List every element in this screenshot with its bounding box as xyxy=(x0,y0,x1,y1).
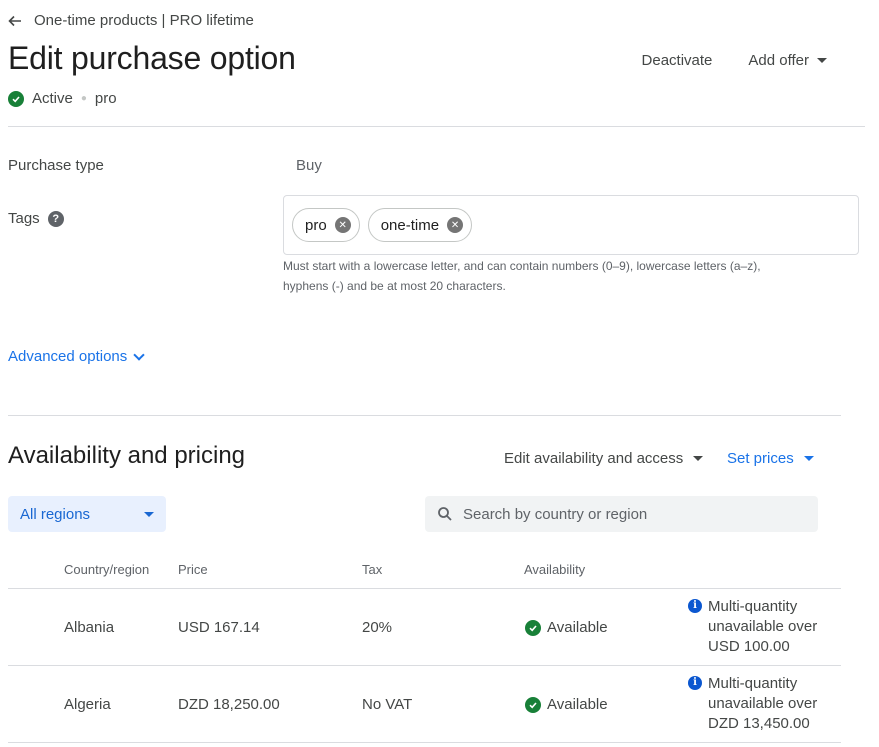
note-line: unavailable over xyxy=(708,695,818,712)
tags-helper-line: Must start with a lowercase letter, and … xyxy=(283,259,761,273)
cell-availability: Available xyxy=(525,696,608,713)
tags-label-text: Tags xyxy=(8,210,40,227)
note-line: DZD 13,450.00 xyxy=(708,715,810,732)
cell-price: DZD 18,250.00 xyxy=(178,696,280,713)
available-check-icon xyxy=(525,696,541,713)
availability-text: Available xyxy=(547,619,608,636)
advanced-options-toggle[interactable]: Advanced options xyxy=(8,348,145,365)
chevron-down-icon xyxy=(133,348,145,361)
country-search-box[interactable] xyxy=(425,496,818,532)
column-header-availability: Availability xyxy=(524,562,586,577)
tags-input[interactable]: pro ✕ one-time ✕ xyxy=(283,195,859,255)
caret-down-icon xyxy=(803,456,814,461)
cell-availability: Available xyxy=(525,619,608,636)
status-row: Active ● pro xyxy=(8,90,117,107)
cell-country: Algeria xyxy=(64,696,111,713)
tag-chip-label: one-time xyxy=(380,216,440,234)
remove-tag-icon[interactable]: ✕ xyxy=(447,217,464,233)
breadcrumb[interactable]: One-time products | PRO lifetime xyxy=(8,12,254,29)
add-offer-button[interactable]: Add offer xyxy=(748,52,827,69)
tags-helper-text: Must start with a lowercase letter, and … xyxy=(283,256,843,296)
purchase-type-label-text: Purchase type xyxy=(8,157,104,174)
advanced-options-label: Advanced options xyxy=(8,348,128,365)
caret-down-icon xyxy=(693,456,704,461)
set-prices-label: Set prices xyxy=(727,450,794,467)
country-search-input[interactable] xyxy=(463,505,793,523)
help-icon[interactable]: ? xyxy=(47,210,64,227)
purchase-type-value: Buy xyxy=(296,157,322,174)
info-icon[interactable]: i xyxy=(688,599,702,613)
caret-down-icon xyxy=(817,58,827,63)
edit-availability-button[interactable]: Edit availability and access xyxy=(504,450,704,467)
caret-down-icon xyxy=(144,511,154,517)
table-row-divider xyxy=(8,665,841,666)
cell-country: Albania xyxy=(64,619,115,636)
availability-text: Available xyxy=(547,696,608,713)
section-divider xyxy=(8,415,841,416)
status-text: Active xyxy=(32,90,73,107)
cell-note: i Multi-quantity unavailable over USD 10… xyxy=(688,597,848,657)
tags-helper-line: hyphens (-) and be at most 20 characters… xyxy=(283,279,506,293)
cell-price: USD 167.14 xyxy=(178,619,260,636)
tag-chip: pro ✕ xyxy=(292,208,360,242)
page-title: Edit purchase option xyxy=(8,40,296,76)
note-line: USD 100.00 xyxy=(708,638,790,655)
edit-availability-label: Edit availability and access xyxy=(504,450,684,467)
header-divider xyxy=(8,126,865,127)
column-header-tax: Tax xyxy=(362,562,383,577)
tag-chip: one-time ✕ xyxy=(367,208,473,242)
add-offer-label: Add offer xyxy=(748,52,809,69)
status-separator: ● xyxy=(80,93,87,104)
search-icon xyxy=(438,507,452,521)
column-header-price: Price xyxy=(178,562,208,577)
option-id: pro xyxy=(94,90,117,107)
region-filter-select[interactable]: All regions xyxy=(8,496,166,532)
region-filter-value: All regions xyxy=(20,505,91,523)
tag-chip-label: pro xyxy=(305,216,327,234)
header-actions: Deactivate Add offer xyxy=(642,52,827,69)
note-line: unavailable over xyxy=(708,618,818,635)
availability-section-title: Availability and pricing xyxy=(8,442,246,469)
back-arrow-icon[interactable] xyxy=(8,14,22,28)
deactivate-label: Deactivate xyxy=(641,52,713,69)
column-header-country: Country/region xyxy=(64,562,150,577)
remove-tag-icon[interactable]: ✕ xyxy=(334,217,351,233)
active-check-icon xyxy=(8,90,24,107)
purchase-type-label: Purchase type xyxy=(8,157,104,174)
set-prices-button[interactable]: Set prices xyxy=(727,450,814,467)
note-line: Multi-quantity xyxy=(708,675,798,692)
table-row-divider xyxy=(8,742,841,743)
deactivate-button[interactable]: Deactivate xyxy=(642,52,713,69)
cell-tax: No VAT xyxy=(362,696,413,713)
table-header-divider xyxy=(8,588,841,589)
available-check-icon xyxy=(525,619,541,636)
note-line: Multi-quantity xyxy=(708,598,798,615)
cell-note: i Multi-quantity unavailable over DZD 13… xyxy=(688,674,848,734)
tags-label: Tags ? xyxy=(8,210,64,227)
info-icon[interactable]: i xyxy=(688,676,702,690)
breadcrumb-label[interactable]: One-time products | PRO lifetime xyxy=(34,12,254,29)
cell-tax: 20% xyxy=(362,619,393,636)
